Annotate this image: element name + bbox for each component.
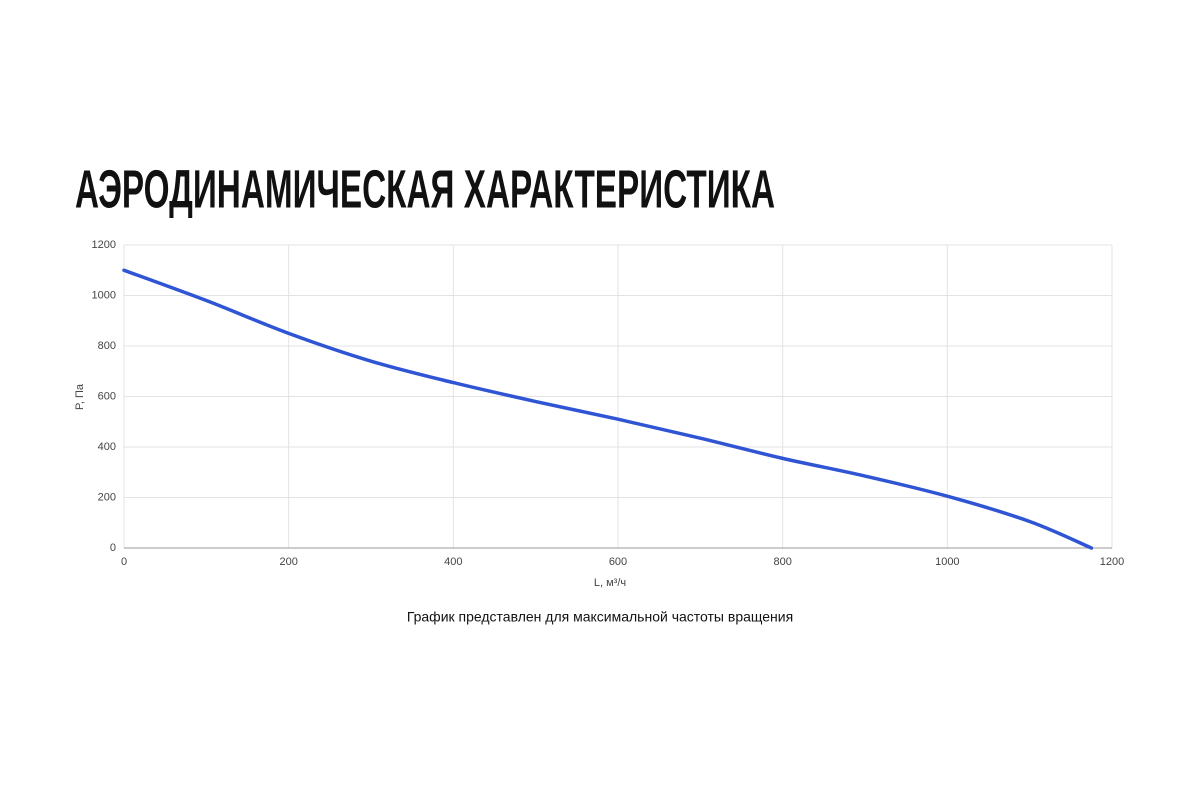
line-series xyxy=(122,268,1094,550)
y-tick-label: 0 xyxy=(110,542,116,554)
y-tick-label: 400 xyxy=(98,441,116,453)
x-axis-label: L, м³/ч xyxy=(594,577,626,589)
x-tick-label: 1000 xyxy=(935,556,959,568)
x-tick-label: 200 xyxy=(279,556,297,568)
y-tick-label: 1000 xyxy=(92,289,116,301)
y-tick-label: 800 xyxy=(98,340,116,352)
x-tick-label: 600 xyxy=(609,556,627,568)
chart-title: АЭРОДИНАМИЧЕСКАЯ ХАРАКТЕРИСТИКА xyxy=(75,159,775,219)
y-tick-label: 1200 xyxy=(92,239,116,251)
caption: График представлен для максимальной част… xyxy=(407,609,793,625)
x-tick-label: 400 xyxy=(444,556,462,568)
y-tick-label: 200 xyxy=(98,491,116,503)
x-tick-label: 0 xyxy=(121,556,127,568)
y-tick-label: 600 xyxy=(98,390,116,402)
x-tick-label: 800 xyxy=(773,556,791,568)
x-tick-label: 1200 xyxy=(1100,556,1124,568)
y-axis-label: P, Па xyxy=(74,383,86,410)
